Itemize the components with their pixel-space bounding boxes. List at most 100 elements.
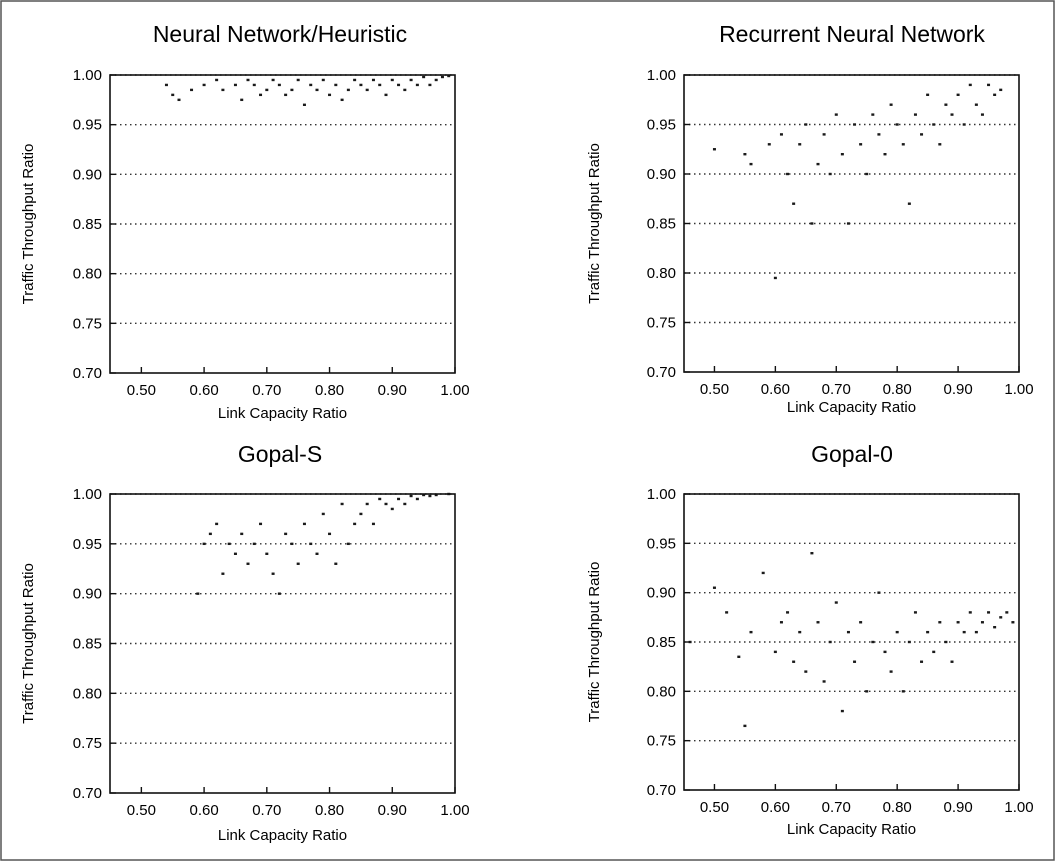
data-point	[822, 680, 826, 683]
data-point	[980, 113, 984, 116]
data-point	[895, 630, 899, 634]
data-point	[328, 532, 332, 536]
data-point	[334, 83, 338, 87]
data-point	[246, 78, 250, 82]
data-point	[328, 93, 332, 97]
data-point	[390, 78, 394, 82]
data-point	[290, 542, 294, 546]
data-point	[859, 621, 863, 624]
x-tick-label: 0.50	[700, 381, 729, 398]
x-tick-label: 0.60	[761, 381, 790, 398]
x-axis-title: Link Capacity Ratio	[218, 827, 347, 844]
scatter-panel: Gopal-0 0.70 0.75 0.80 0.85 0.90 0.95 1.00 0.50 0…	[586, 441, 1034, 838]
data-point	[816, 162, 820, 166]
data-point	[384, 502, 388, 506]
data-point	[284, 93, 288, 97]
y-axis-title: Traffic Throughput Ratio	[20, 144, 37, 305]
data-point	[993, 93, 997, 96]
y-tick-label: 1.00	[73, 67, 102, 84]
data-point	[171, 93, 175, 97]
x-tick-label: 0.80	[883, 799, 912, 816]
data-point	[926, 93, 930, 96]
data-point	[871, 640, 875, 644]
data-point	[309, 83, 313, 87]
data-point	[883, 153, 887, 156]
data-point	[968, 83, 972, 87]
data-point	[999, 616, 1003, 619]
data-point	[397, 83, 401, 87]
y-tick-label: 0.85	[73, 216, 102, 233]
data-point	[233, 83, 237, 87]
data-point	[315, 88, 319, 92]
data-point	[190, 88, 194, 92]
data-point	[712, 148, 716, 151]
data-point	[962, 630, 966, 634]
data-point	[365, 88, 369, 92]
data-point	[853, 660, 857, 663]
data-point	[840, 153, 844, 156]
y-tick-label: 0.95	[647, 117, 676, 134]
data-point	[828, 640, 832, 644]
data-point	[938, 621, 942, 624]
x-tick-label: 1.00	[440, 382, 469, 399]
data-point	[340, 502, 344, 506]
data-point	[822, 133, 826, 136]
x-tick-label: 0.60	[189, 802, 218, 819]
data-point	[920, 133, 924, 136]
data-point	[1011, 621, 1015, 624]
data-point	[196, 592, 200, 595]
data-point	[271, 572, 275, 575]
y-tick-label: 0.95	[73, 536, 102, 553]
x-tick-label: 0.90	[378, 802, 407, 819]
data-point	[901, 690, 905, 693]
data-point	[846, 630, 850, 634]
x-axis-title: Link Capacity Ratio	[787, 821, 916, 838]
scatter-panel: Neural Network/Heuristic 0.70 0.75 0.80 0.85…	[20, 21, 470, 422]
data-point	[792, 202, 796, 205]
data-point	[271, 78, 275, 82]
data-point	[889, 103, 893, 106]
data-point	[315, 552, 319, 555]
x-tick-label: 0.70	[822, 799, 851, 816]
data-point	[804, 670, 808, 673]
data-point	[334, 562, 338, 565]
data-point	[816, 621, 820, 624]
data-point	[353, 522, 357, 526]
x-tick-label: 0.70	[822, 381, 851, 398]
data-point	[993, 626, 997, 629]
data-point	[371, 78, 375, 82]
y-tick-label: 0.75	[647, 733, 676, 750]
data-point	[792, 660, 796, 663]
y-tick-label: 0.85	[73, 636, 102, 653]
x-tick-label: 0.90	[378, 382, 407, 399]
x-tick-label: 0.90	[943, 381, 972, 398]
data-point	[265, 552, 269, 555]
y-tick-label: 0.80	[73, 266, 102, 283]
y-tick-label: 1.00	[73, 486, 102, 503]
data-point	[365, 502, 369, 506]
data-point	[725, 611, 729, 614]
data-point	[227, 542, 231, 546]
y-tick-label: 0.80	[647, 683, 676, 700]
data-point	[877, 591, 881, 594]
data-point	[359, 512, 363, 516]
data-point	[434, 78, 438, 82]
data-point	[397, 497, 401, 501]
data-point	[259, 522, 263, 526]
data-point	[840, 709, 844, 713]
data-point	[932, 123, 936, 126]
data-point	[309, 542, 313, 546]
data-point	[259, 93, 263, 97]
x-tick-label: 0.60	[189, 382, 218, 399]
y-tick-label: 0.80	[647, 265, 676, 282]
y-tick-label: 0.85	[647, 216, 676, 233]
data-point	[865, 690, 869, 693]
scatter-panel: Gopal-S 0.70 0.75 0.80 0.85 0.90 0.95 1.00 0.50 0…	[20, 441, 470, 844]
data-point	[202, 542, 206, 546]
data-point	[359, 83, 363, 87]
y-tick-label: 0.75	[647, 315, 676, 332]
data-point	[403, 502, 407, 506]
y-tick-label: 0.70	[647, 364, 676, 381]
x-tick-label: 0.50	[700, 799, 729, 816]
data-point	[913, 113, 917, 116]
